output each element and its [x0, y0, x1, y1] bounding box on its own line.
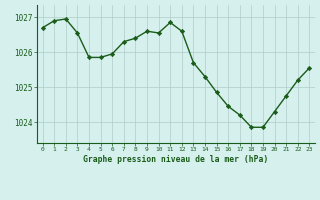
X-axis label: Graphe pression niveau de la mer (hPa): Graphe pression niveau de la mer (hPa): [84, 155, 268, 164]
